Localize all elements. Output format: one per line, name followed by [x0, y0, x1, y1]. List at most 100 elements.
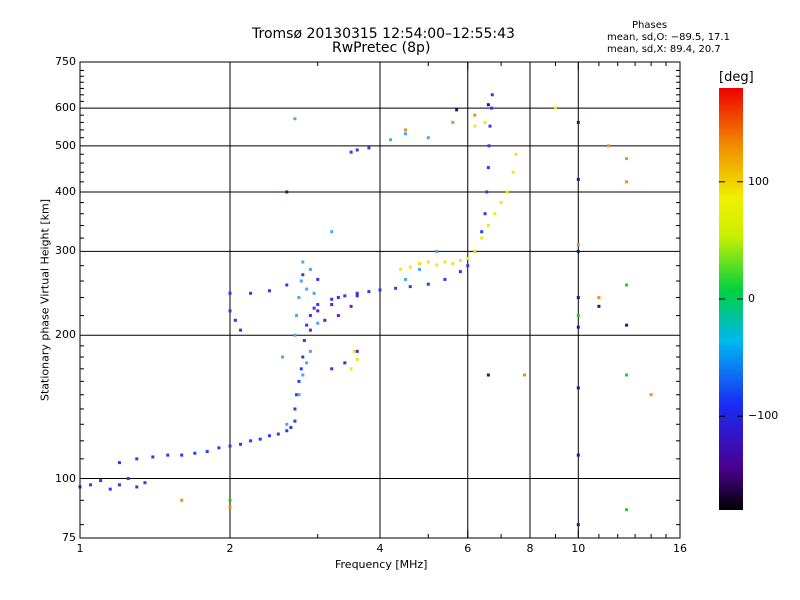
data-point	[126, 477, 130, 481]
data-point	[355, 148, 359, 152]
data-point	[486, 166, 490, 170]
data-point	[443, 277, 447, 281]
data-point	[349, 150, 353, 154]
data-point	[417, 267, 421, 271]
data-point	[355, 357, 359, 361]
data-point	[166, 453, 170, 457]
data-point	[403, 132, 407, 136]
data-point	[480, 236, 484, 240]
data-point	[483, 212, 487, 216]
data-point	[316, 321, 320, 325]
data-point	[308, 349, 312, 353]
y-tick-label: 200	[55, 328, 76, 342]
phase-stats-o: mean, sd,O: −89.5, 17.1	[607, 32, 730, 43]
data-point	[625, 157, 629, 161]
y-tick-label: 500	[55, 138, 76, 152]
data-point	[117, 461, 121, 465]
x-tick-label: 16	[673, 542, 687, 555]
data-point	[355, 349, 359, 353]
data-point	[228, 444, 232, 448]
data-point	[99, 479, 103, 483]
x-tick-label: 2	[226, 542, 234, 555]
data-point	[205, 449, 209, 453]
x-tick-label: 1	[76, 542, 84, 555]
data-point	[487, 144, 491, 148]
data-point	[553, 106, 557, 110]
data-point	[443, 260, 447, 264]
data-point	[485, 190, 489, 194]
data-point	[625, 283, 629, 287]
x-tick-label: 4	[376, 542, 384, 555]
data-point	[336, 296, 340, 300]
y-tick-label: 600	[55, 101, 76, 115]
data-point	[435, 249, 439, 253]
data-point	[323, 318, 327, 322]
data-point	[301, 373, 305, 377]
data-point	[490, 106, 494, 110]
data-point	[249, 439, 253, 443]
data-point	[305, 361, 309, 365]
data-point	[330, 297, 334, 301]
data-point	[426, 260, 430, 264]
data-point	[301, 260, 305, 264]
data-point	[576, 453, 580, 457]
data-point	[514, 152, 518, 156]
data-point	[330, 367, 334, 371]
data-points	[78, 93, 653, 527]
data-point	[426, 136, 430, 140]
data-point	[293, 333, 297, 337]
data-point	[117, 483, 121, 487]
data-point	[305, 287, 309, 291]
data-point	[403, 128, 407, 132]
data-point	[378, 288, 382, 292]
data-point	[297, 296, 301, 300]
data-point	[316, 277, 320, 281]
data-point	[330, 303, 334, 307]
data-point	[135, 485, 139, 489]
data-point	[394, 286, 398, 290]
data-point	[399, 267, 403, 271]
data-point	[466, 256, 470, 260]
data-point	[267, 289, 271, 293]
data-point	[267, 434, 271, 438]
data-point	[597, 296, 601, 300]
data-point	[466, 264, 470, 268]
y-tick-label: 300	[55, 244, 76, 258]
data-point	[355, 294, 359, 298]
data-point	[493, 212, 497, 216]
colorbar-label: [deg]	[719, 70, 754, 85]
data-point	[490, 93, 494, 97]
data-point	[285, 283, 289, 287]
grid-lines	[80, 62, 680, 538]
data-point	[299, 279, 303, 283]
data-point	[488, 124, 492, 128]
data-point	[308, 314, 312, 318]
data-point	[330, 230, 334, 234]
data-point	[486, 224, 490, 228]
data-point	[352, 349, 356, 353]
data-point	[312, 306, 316, 310]
data-point	[451, 261, 455, 265]
y-axis-label: Stationary phase Virtual Height [km]	[38, 198, 52, 402]
data-point	[576, 296, 580, 300]
data-point	[228, 498, 232, 502]
data-point	[295, 314, 299, 318]
data-point	[417, 261, 421, 265]
data-point	[473, 249, 477, 253]
data-point	[305, 323, 309, 327]
data-point	[451, 120, 455, 124]
data-point	[458, 259, 462, 263]
data-point	[576, 386, 580, 390]
data-point	[228, 309, 232, 313]
colorbar-tick-label: 0	[748, 292, 755, 305]
colorbar-ticks	[719, 181, 743, 417]
data-point	[486, 373, 490, 377]
data-point	[483, 120, 487, 124]
data-point	[480, 230, 484, 234]
data-point	[301, 355, 305, 359]
data-point	[151, 455, 155, 459]
data-point	[455, 108, 459, 112]
x-tick-label: 8	[526, 542, 534, 555]
data-point	[499, 201, 503, 205]
data-point	[367, 290, 371, 294]
